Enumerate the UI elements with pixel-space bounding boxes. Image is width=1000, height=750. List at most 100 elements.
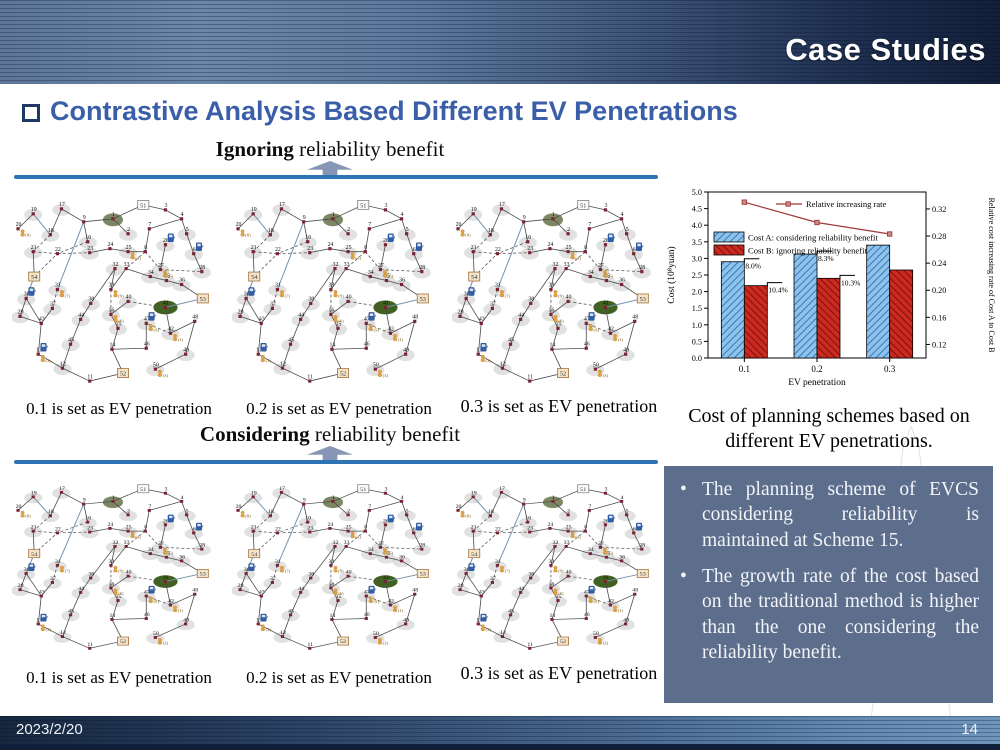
svg-text:16: 16	[329, 582, 335, 588]
svg-text:21: 21	[471, 245, 477, 251]
svg-text:53: 53	[640, 296, 646, 303]
svg-text:10: 10	[305, 516, 311, 522]
svg-text:32: 32	[113, 540, 119, 546]
svg-text:12: 12	[500, 361, 506, 367]
svg-text:20: 20	[16, 222, 22, 228]
svg-text:17: 17	[499, 202, 505, 208]
svg-text:37: 37	[490, 576, 496, 582]
svg-text:25: 25	[346, 245, 352, 251]
svg-text:(3): (3)	[46, 627, 52, 632]
slide-title: Case Studies	[785, 32, 986, 67]
svg-text:9: 9	[83, 498, 86, 504]
svg-text:8: 8	[364, 525, 367, 531]
svg-text:10: 10	[85, 235, 91, 241]
svg-text:29: 29	[18, 310, 24, 316]
svg-text:(9): (9)	[154, 599, 160, 604]
svg-text:36: 36	[619, 278, 625, 284]
svg-text:5: 5	[186, 509, 189, 515]
svg-text:27: 27	[158, 541, 164, 547]
svg-text:42: 42	[388, 327, 394, 333]
svg-text:27: 27	[598, 541, 604, 547]
svg-text:49: 49	[623, 618, 629, 624]
svg-text:39: 39	[109, 559, 115, 565]
svg-text:(9): (9)	[118, 293, 124, 298]
svg-text:13: 13	[36, 347, 42, 353]
svg-text:47: 47	[144, 317, 150, 323]
svg-text:22: 22	[55, 247, 61, 253]
svg-text:28: 28	[419, 265, 425, 271]
svg-text:46: 46	[584, 612, 590, 618]
svg-text:7: 7	[588, 504, 591, 510]
svg-text:38: 38	[308, 572, 314, 578]
svg-text:49: 49	[403, 347, 409, 353]
svg-text:(9): (9)	[558, 569, 564, 574]
svg-text:(8): (8)	[465, 514, 471, 519]
svg-text:45: 45	[508, 337, 514, 343]
svg-text:3: 3	[384, 203, 387, 209]
svg-text:33: 33	[124, 262, 130, 268]
svg-text:(6): (6)	[558, 318, 564, 323]
considering-heading-rest: reliability benefit	[309, 422, 461, 446]
svg-text:34: 34	[588, 547, 594, 553]
svg-text:(9): (9)	[594, 327, 600, 332]
svg-text:44: 44	[298, 586, 304, 592]
svg-text:12: 12	[280, 361, 286, 367]
svg-text:41: 41	[163, 575, 169, 581]
svg-text:35: 35	[604, 551, 610, 557]
svg-text:14: 14	[550, 342, 556, 348]
svg-text:2.0: 2.0	[692, 288, 702, 297]
svg-text:24: 24	[108, 522, 114, 528]
svg-text:23: 23	[307, 526, 313, 532]
svg-text:(1): (1)	[398, 337, 404, 342]
svg-text:24: 24	[108, 242, 114, 248]
svg-text:23: 23	[87, 246, 93, 252]
svg-text:(9): (9)	[594, 599, 600, 604]
slide-header: Case Studies	[0, 0, 1000, 84]
svg-text:0.2: 0.2	[811, 364, 822, 374]
svg-text:8: 8	[144, 245, 147, 251]
svg-text:45: 45	[68, 337, 74, 343]
svg-text:47: 47	[364, 317, 370, 323]
svg-text:31: 31	[495, 559, 501, 565]
page-number: 14	[961, 720, 978, 738]
svg-text:28: 28	[199, 543, 205, 549]
diagram-caption: 0.3 is set as EV penetration	[448, 663, 670, 684]
svg-text:44: 44	[78, 313, 84, 319]
svg-text:0.1: 0.1	[739, 364, 750, 374]
svg-text:(3): (3)	[383, 373, 389, 378]
svg-text:6: 6	[193, 527, 196, 533]
svg-text:(6): (6)	[118, 591, 124, 596]
svg-text:41: 41	[603, 301, 609, 307]
svg-text:10: 10	[525, 235, 531, 241]
diagram-caption: 0.3 is set as EV penetration	[448, 396, 670, 417]
svg-text:0.28: 0.28	[932, 232, 946, 241]
cost-chart-svg: 0.0 0.5 1.0 1.5 2.0 2.5 3.0 3.5 4.0 4.5 5.0 0.12 0.1…	[666, 188, 996, 388]
svg-text:30: 30	[464, 292, 470, 298]
chart-caption: Cost of planning schemes based on differ…	[688, 405, 970, 452]
svg-text:49: 49	[403, 618, 409, 624]
svg-text:40: 40	[126, 570, 132, 576]
svg-text:(3): (3)	[603, 641, 609, 646]
svg-text:52: 52	[560, 639, 566, 645]
svg-text:3: 3	[164, 203, 167, 209]
svg-text:5: 5	[626, 509, 629, 515]
svg-text:5: 5	[186, 227, 189, 233]
svg-text:20: 20	[456, 222, 462, 228]
svg-text:16: 16	[109, 582, 115, 588]
network-diagram-ignoring-02: 1 2 3 4 5 6 7 8 9 10 11 12 13 14 15 16 17 18 19 20 21 22 23 24 2…	[232, 182, 444, 394]
svg-text:34: 34	[368, 270, 374, 276]
svg-text:13: 13	[256, 347, 262, 353]
section-heading: Contrastive Analysis Based Different EV …	[22, 96, 738, 127]
svg-text:12: 12	[500, 630, 506, 636]
svg-text:18: 18	[268, 509, 274, 515]
svg-text:39: 39	[329, 283, 335, 289]
svg-text:23: 23	[527, 526, 533, 532]
svg-text:(7): (7)	[285, 569, 291, 574]
svg-text:22: 22	[55, 527, 61, 533]
svg-text:29: 29	[458, 310, 464, 316]
svg-text:6: 6	[633, 247, 636, 253]
svg-text:(3): (3)	[266, 358, 272, 363]
network-diagram-considering-01: 1 2 3 4 5 6 7 8 9 10 11 12 13 14 15 16 17 18 19 20 21 22 23 24 2…	[12, 468, 224, 660]
svg-text:24: 24	[328, 242, 334, 248]
